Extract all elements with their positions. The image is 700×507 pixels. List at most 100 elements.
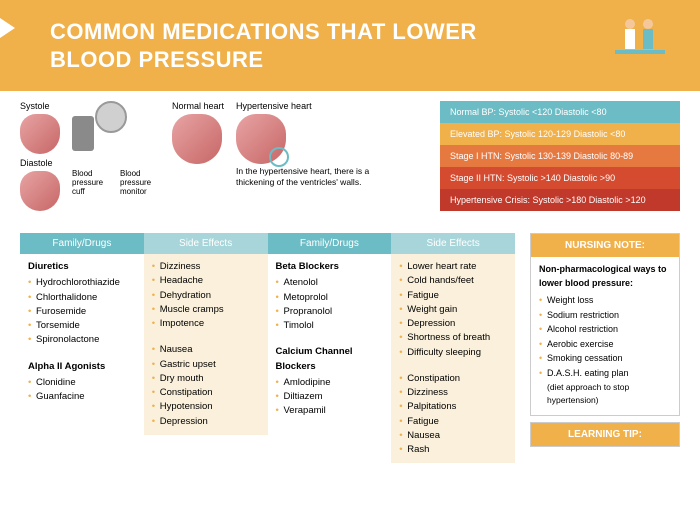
med-item: Shortness of breath bbox=[399, 331, 507, 345]
med-group: Calcium Channel Blockers AmlodipineDiltia… bbox=[268, 339, 392, 424]
nursing-item: Alcohol restriction bbox=[539, 323, 671, 337]
doctors-icon bbox=[610, 12, 670, 62]
med-item: Cold hands/feet bbox=[399, 274, 507, 288]
family-header: Family/Drugs bbox=[20, 233, 144, 254]
med-group: NauseaGastric upsetDry mouthConstipation… bbox=[144, 337, 268, 435]
nursing-note: NURSING NOTE: Non-pharmacological ways t… bbox=[530, 233, 680, 416]
bottom-row: Family/Drugs Diuretics Hydrochlorothiazide… bbox=[0, 233, 700, 463]
med-item: Impotence bbox=[152, 317, 260, 331]
med-item: Furosemide bbox=[28, 305, 136, 319]
med-item: Rash bbox=[399, 443, 507, 457]
bp-stage: Elevated BP: Systolic 120-129 Diastolic … bbox=[440, 123, 680, 145]
med-family: Diuretics bbox=[28, 260, 136, 274]
nursing-item: Sodium restriction bbox=[539, 309, 671, 323]
effects-header: Side Effects bbox=[391, 233, 515, 254]
med-family: Beta Blockers bbox=[276, 260, 384, 274]
med-family: Calcium Channel Blockers bbox=[276, 345, 384, 374]
med-group: DizzinessHeadacheDehydrationMuscle cramp… bbox=[144, 254, 268, 337]
nursing-item: D.A.S.H. eating plan bbox=[539, 367, 671, 381]
device-labels: Blood pressure cuff Blood pressure monit… bbox=[72, 169, 160, 196]
med-item: Dry mouth bbox=[152, 372, 260, 386]
med-item: Torsemide bbox=[28, 319, 136, 333]
bp-device-icon bbox=[72, 101, 132, 166]
med-group: Diuretics HydrochlorothiazideChlorthalido… bbox=[20, 254, 144, 354]
normal-heart-label: Normal heart bbox=[172, 101, 224, 111]
med-item: Gastric upset bbox=[152, 358, 260, 372]
title-line2: BLOOD PRESSURE bbox=[50, 47, 264, 72]
med-item: Muscle cramps bbox=[152, 303, 260, 317]
med-item: Nausea bbox=[152, 343, 260, 357]
med-item: Difficulty sleeping bbox=[399, 346, 507, 360]
bp-device-col: Blood pressure cuff Blood pressure monit… bbox=[72, 101, 160, 211]
nursing-note-sub: (diet approach to stop hypertension) bbox=[539, 381, 671, 407]
nursing-item: Weight loss bbox=[539, 294, 671, 308]
med-group: Alpha II Agonists ClonidineGuanfacine bbox=[20, 354, 144, 411]
heart-systole-icon bbox=[20, 114, 60, 154]
cuff-label: Blood pressure cuff bbox=[72, 169, 112, 196]
med-item: Hypotension bbox=[152, 400, 260, 414]
nursing-note-header: NURSING NOTE: bbox=[531, 234, 679, 257]
med-item: Hydrochlorothiazide bbox=[28, 276, 136, 290]
page-title: COMMON MEDICATIONS THAT LOWER BLOOD PRES… bbox=[30, 18, 670, 73]
effects-header: Side Effects bbox=[144, 233, 268, 254]
med-item: Headache bbox=[152, 274, 260, 288]
med-item: Timolol bbox=[276, 319, 384, 333]
normal-heart-icon bbox=[172, 114, 222, 164]
bp-stage: Hypertensive Crisis: Systolic >180 Diast… bbox=[440, 189, 680, 211]
med-group: ConstipationDizzinessPalpitationsFatigue… bbox=[391, 366, 515, 464]
med-item: Propranolol bbox=[276, 305, 384, 319]
med-item: Dehydration bbox=[152, 289, 260, 303]
heart-diastole-icon bbox=[20, 171, 60, 211]
med-item: Depression bbox=[152, 415, 260, 429]
bp-stage: Stage I HTN: Systolic 130-139 Diastolic … bbox=[440, 145, 680, 167]
med-item: Constipation bbox=[399, 372, 507, 386]
med-item: Guanfacine bbox=[28, 390, 136, 404]
bp-stage: Stage II HTN: Systolic >140 Diastolic >9… bbox=[440, 167, 680, 189]
med-item: Amlodipine bbox=[276, 376, 384, 390]
monitor-label: Blood pressure monitor bbox=[120, 169, 160, 196]
med-item: Verapamil bbox=[276, 404, 384, 418]
bp-stage: Normal BP: Systolic <120 Diastolic <80 bbox=[440, 101, 680, 123]
nursing-note-title: Non-pharmacological ways to lower blood … bbox=[539, 263, 671, 290]
left-section: Systole Diastole Blood pressure cuff Blo… bbox=[20, 101, 425, 223]
diastole-label: Diastole bbox=[20, 158, 60, 168]
content: Systole Diastole Blood pressure cuff Blo… bbox=[0, 91, 700, 233]
nursing-item: Aerobic exercise bbox=[539, 338, 671, 352]
med-item: Diltiazem bbox=[276, 390, 384, 404]
med-item: Fatigue bbox=[399, 289, 507, 303]
header: COMMON MEDICATIONS THAT LOWER BLOOD PRES… bbox=[0, 0, 700, 91]
normal-heart-col: Normal heart bbox=[172, 101, 224, 211]
med-item: Palpitations bbox=[399, 400, 507, 414]
hyper-heart-label: Hypertensive heart bbox=[236, 101, 376, 111]
nursing-item: Smoking cessation bbox=[539, 352, 671, 366]
med-group: Lower heart rateCold hands/feetFatigueWe… bbox=[391, 254, 515, 366]
med-item: Spironolactone bbox=[28, 333, 136, 347]
title-line1: COMMON MEDICATIONS THAT LOWER bbox=[50, 19, 477, 44]
med-item: Fatigue bbox=[399, 415, 507, 429]
med-item: Weight gain bbox=[399, 303, 507, 317]
med-item: Constipation bbox=[152, 386, 260, 400]
med-item: Chlorthalidone bbox=[28, 291, 136, 305]
learning-tip-header: LEARNING TIP: bbox=[531, 423, 679, 446]
family-header: Family/Drugs bbox=[268, 233, 392, 254]
med-item: Atenolol bbox=[276, 276, 384, 290]
hearts-row: Systole Diastole Blood pressure cuff Blo… bbox=[20, 101, 425, 211]
med-item: Clonidine bbox=[28, 376, 136, 390]
med-item: Dizziness bbox=[152, 260, 260, 274]
systole-label: Systole bbox=[20, 101, 60, 111]
med-table: Family/Drugs Diuretics Hydrochlorothiazide… bbox=[20, 233, 515, 463]
hyper-heart-col: Hypertensive heart In the hypertensive h… bbox=[236, 101, 376, 211]
med-group: Beta Blockers AtenololMetoprololPropranol… bbox=[268, 254, 392, 339]
heart-caption: In the hypertensive heart, there is a th… bbox=[236, 166, 376, 188]
med-item: Depression bbox=[399, 317, 507, 331]
systole-col: Systole Diastole bbox=[20, 101, 60, 211]
bp-stages: Normal BP: Systolic <120 Diastolic <80El… bbox=[440, 101, 680, 223]
med-item: Nausea bbox=[399, 429, 507, 443]
med-family: Alpha II Agonists bbox=[28, 360, 136, 374]
med-item: Lower heart rate bbox=[399, 260, 507, 274]
sidebar: NURSING NOTE: Non-pharmacological ways t… bbox=[530, 233, 680, 463]
hyper-heart-icon bbox=[236, 114, 286, 164]
learning-tip: LEARNING TIP: bbox=[530, 422, 680, 447]
med-item: Dizziness bbox=[399, 386, 507, 400]
med-item: Metoprolol bbox=[276, 291, 384, 305]
